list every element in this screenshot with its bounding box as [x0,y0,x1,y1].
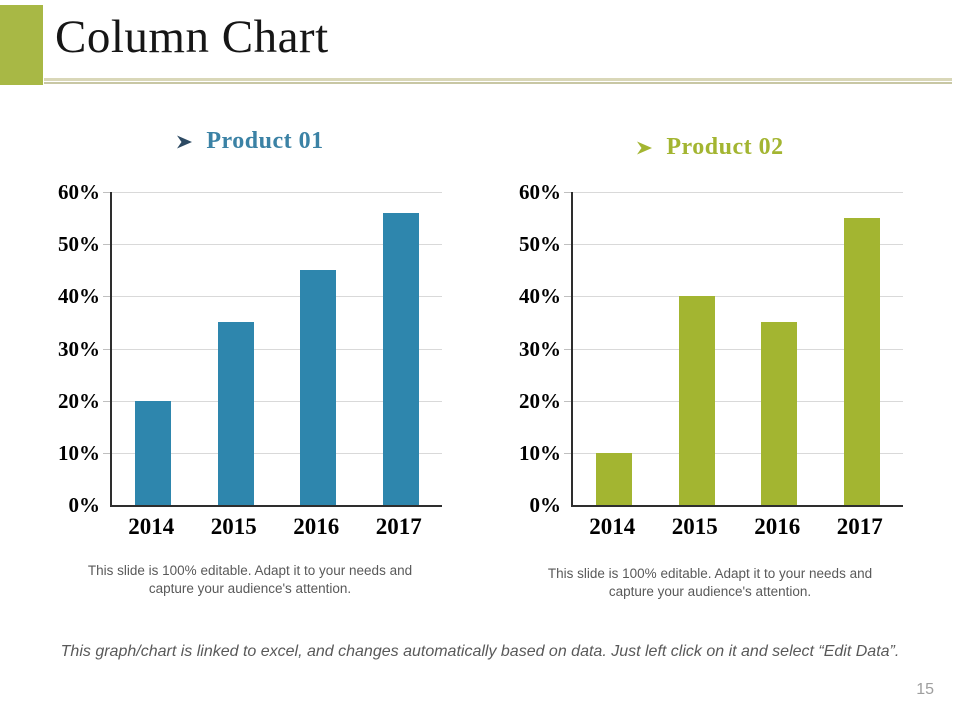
x-axis-label: 2016 [754,514,801,539]
y-axis-label: 0% [68,493,101,517]
gridline [112,452,442,454]
plot-area [571,192,903,507]
y-axis-label: 0% [529,493,562,517]
page-number: 15 [916,681,934,698]
chart-title-product-02: Product 02 [500,132,920,162]
gridline [573,400,903,402]
y-axis-tick [564,400,571,402]
gridline [573,452,903,454]
x-axis-label: 2014 [589,514,636,539]
gridline [573,244,903,246]
y-axis-tick [103,192,110,193]
chart-title-product-01: Product 01 [40,126,460,156]
y-axis-tick [103,244,110,246]
y-axis-label: 50% [58,232,100,257]
chart-caption: This slide is 100% editable. Adapt it to… [500,565,920,601]
gridline [112,192,442,193]
y-axis-tick [103,348,110,350]
y-axis-tick [564,452,571,454]
title-divider-thin [44,82,952,84]
x-axis-label: 2014 [128,514,175,539]
footer-note: This graph/chart is linked to excel, and… [60,643,900,660]
y-axis-label: 10% [519,440,561,465]
caption-line: capture your audience's attention. [608,584,812,599]
y-axis-tick [564,296,571,298]
bar-2014[interactable] [596,452,633,505]
bar-2016[interactable] [761,322,798,505]
x-axis-label: 2015 [210,514,257,539]
bar-2016[interactable] [300,270,337,505]
y-axis-label: 60% [58,180,100,204]
y-axis-label: 20% [519,388,561,413]
y-axis-tick [564,192,571,193]
x-axis-label: 2017 [836,514,883,539]
gridline [112,296,442,298]
chart-title-text: Product 02 [666,134,784,160]
bar-2015[interactable] [217,322,254,505]
bar-2014[interactable] [135,400,172,505]
y-axis-label: 20% [58,388,100,413]
accent-block [0,5,43,85]
gridline [112,400,442,402]
y-axis-label: 50% [519,232,561,257]
y-axis-label: 40% [519,284,561,309]
bar-2017[interactable] [382,212,419,505]
caption-line: This slide is 100% editable. Adapt it to… [87,563,413,578]
caption-line: capture your audience's attention. [148,581,352,596]
plot-area [110,192,442,507]
gridline [573,192,903,193]
x-axis-label: 2015 [671,514,718,539]
gridline [112,244,442,246]
y-axis-label: 10% [58,440,100,465]
y-axis-label: 40% [58,284,100,309]
bar-2015[interactable] [678,296,715,505]
page-title: Column Chart [55,11,329,63]
y-axis-tick [103,400,110,402]
column-chart-product-02[interactable]: 0% 10% 20% 30% 40% 50% 60% 2014 2015 2016 2017 [507,180,917,542]
y-axis-tick [103,296,110,298]
y-axis-tick [564,244,571,246]
chart-caption: This slide is 100% editable. Adapt it to… [40,562,460,598]
arrow-bullet-icon [637,141,653,155]
y-axis-label: 30% [58,336,100,361]
gridline [112,348,442,350]
y-axis-label: 30% [519,336,561,361]
x-axis-label: 2017 [375,514,422,539]
gridline [573,348,903,350]
caption-line: This slide is 100% editable. Adapt it to… [547,566,873,581]
chart-title-text: Product 01 [206,128,324,154]
title-divider [44,78,952,81]
y-axis-tick [564,348,571,350]
gridline [573,296,903,298]
y-axis-label: 60% [519,180,561,204]
arrow-bullet-icon [177,135,193,149]
bar-2017[interactable] [843,218,880,505]
y-axis-tick [103,452,110,454]
column-chart-product-01[interactable]: 0% 10% 20% 30% 40% 50% 60% 2014 2015 2016 2017 [46,180,456,542]
x-axis-label: 2016 [293,514,340,539]
